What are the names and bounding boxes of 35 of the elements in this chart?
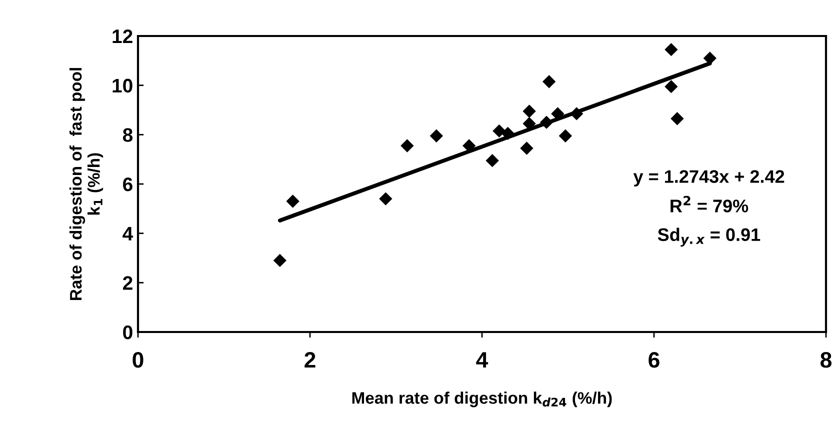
y-axis-title: Rate of digestion of fast pool k$_{1}$ (%/h) [69, 68, 104, 300]
y-tick-label: 10 [112, 78, 132, 93]
point [430, 129, 444, 142]
annotation: Sd$_{y.x}$ = 0.91 [658, 228, 760, 247]
y-tick-label: 6 [123, 177, 132, 192]
point [703, 52, 716, 65]
y-tick-label: 4 [122, 227, 134, 240]
point [400, 139, 414, 152]
point [273, 254, 286, 268]
point [664, 42, 678, 56]
point [379, 192, 392, 206]
point [522, 116, 536, 130]
point [522, 104, 536, 118]
x-tick-label: 2 [304, 352, 316, 368]
x-axis-title: Mean rate of digestion k$_{d24}$ (%/h) [352, 392, 612, 408]
point [501, 126, 514, 140]
point [542, 75, 556, 88]
x-tick-label: 6 [648, 352, 660, 368]
y-tick-label: 12 [112, 29, 132, 44]
point [486, 154, 499, 168]
y-tick-label: 8 [122, 128, 133, 142]
annotation: y = 1.2743x + 2.42 [633, 170, 784, 186]
point [286, 194, 300, 208]
y-tick-label: 2 [123, 276, 132, 290]
point [540, 116, 554, 129]
y-tick-label: 0 [123, 325, 132, 340]
point [570, 107, 584, 120]
x-tick-label: 8 [820, 352, 832, 368]
point [664, 80, 678, 94]
point [670, 112, 684, 126]
point [520, 142, 534, 155]
x-tick-label: 4 [476, 352, 488, 368]
annotation: R$^{2}$ = 79% [670, 196, 748, 212]
point [462, 139, 476, 152]
point [558, 129, 572, 142]
